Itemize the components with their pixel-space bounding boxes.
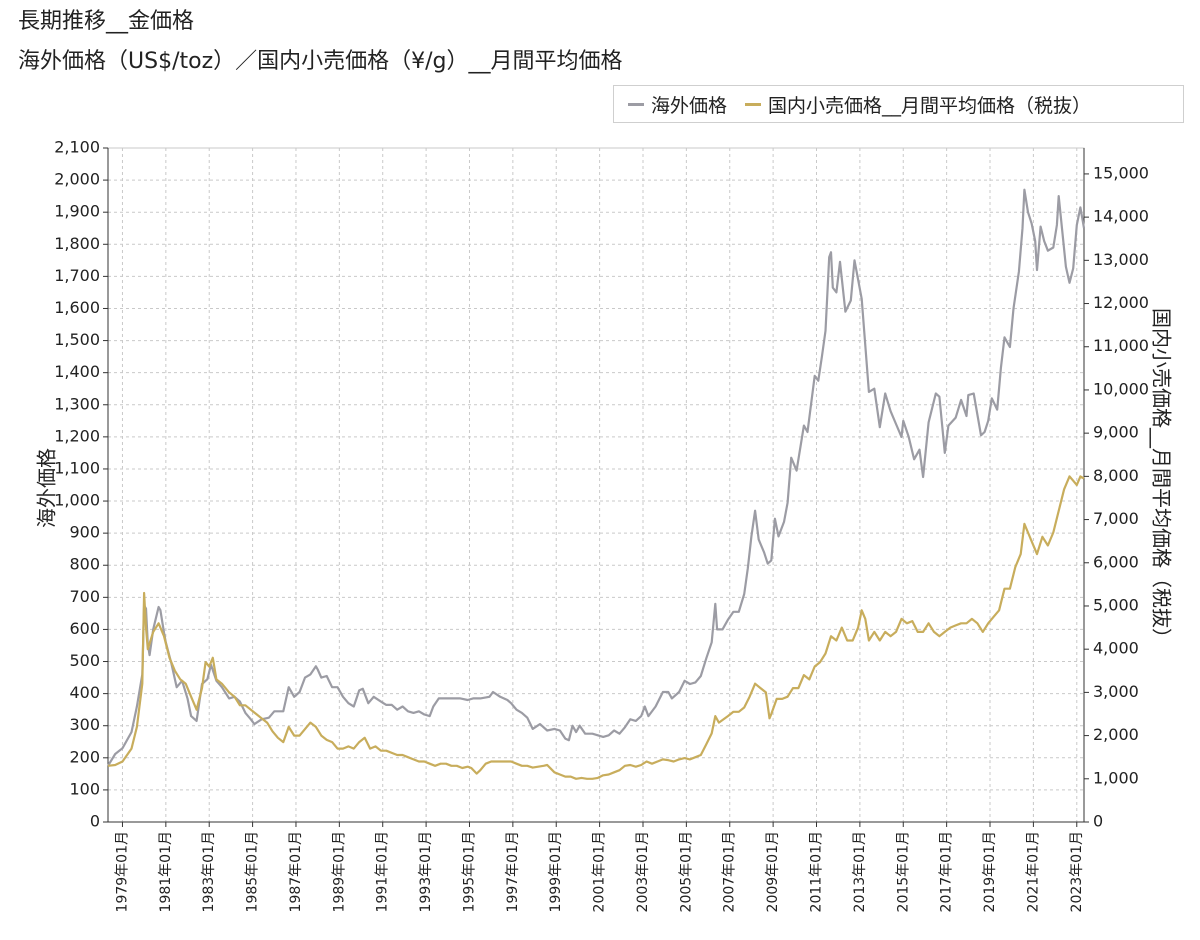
y-left-tick-label: 400 (69, 683, 100, 702)
legend-item-domestic[interactable]: 国内小売価格__月間平均価格（税抜） (745, 91, 1091, 118)
y-left-tick-label: 1,200 (54, 426, 100, 445)
y-left-tick-label: 200 (69, 747, 100, 766)
x-tick-label: 1983年01月 (201, 831, 217, 912)
y-left-tick-label: 0 (90, 812, 100, 831)
series-lines (107, 188, 1086, 780)
y-right-tick-label: 4,000 (1093, 639, 1139, 658)
y-axis-right: 0 1,000 2,000 3,000 4,000 5,000 6,000 7,000 8,00… (1083, 148, 1149, 831)
y-left-tick-label: 300 (69, 715, 100, 734)
legend-label-overseas: 海外価格 (651, 94, 728, 117)
x-tick-label: 2001年01月 (592, 831, 608, 912)
x-tick-label: 2003年01月 (635, 831, 651, 912)
legend-swatch-domestic (745, 102, 762, 106)
y-left-tick-label: 1,000 (54, 491, 100, 510)
x-tick-label: 2005年01月 (678, 831, 694, 912)
y-left-tick-label: 1,700 (54, 266, 100, 285)
y-left-tick-label: 100 (69, 779, 100, 798)
x-tick-label: 2017年01月 (939, 831, 955, 912)
x-tick-label: 1995年01月 (461, 831, 477, 912)
y-left-tick-label: 800 (69, 555, 100, 574)
legend-label-domestic: 国内小売価格__月間平均価格（税抜） (768, 94, 1092, 117)
x-tick-label: 1993年01月 (418, 831, 434, 912)
x-tick-label: 1999年01月 (548, 831, 564, 912)
y-left-tick-label: 2,000 (54, 170, 100, 189)
x-tick-label: 1991年01月 (375, 831, 391, 912)
y-right-tick-label: 8,000 (1093, 466, 1139, 485)
y-right-tick-label: 12,000 (1093, 293, 1149, 312)
y-right-tick-label: 14,000 (1093, 207, 1149, 226)
y-left-tick-label: 1,500 (54, 330, 100, 349)
y-right-tick-label: 10,000 (1093, 379, 1149, 398)
y-right-tick-label: 9,000 (1093, 423, 1139, 442)
y-axis-left: 0 100 200 300 400 500 600 700 800 900 1,000 1,100 1,… (54, 138, 109, 831)
x-tick-label: 1987年01月 (288, 831, 304, 912)
y-left-tick-label: 700 (69, 587, 100, 606)
x-tick-label: 1981年01月 (158, 831, 174, 912)
y-left-tick-label: 1,400 (54, 362, 100, 381)
y-right-tick-label: 5,000 (1093, 595, 1139, 614)
y-right-tick-label: 6,000 (1093, 552, 1139, 571)
y-right-tick-label: 3,000 (1093, 682, 1139, 701)
y-right-tick-label: 11,000 (1093, 336, 1149, 355)
y-right-tick-label: 13,000 (1093, 250, 1149, 269)
x-tick-label: 2009年01月 (765, 831, 781, 912)
y-left-tick-label: 1,600 (54, 298, 100, 317)
x-tick-label: 2023年01月 (1069, 831, 1085, 912)
y-left-tick-label: 1,100 (54, 458, 100, 477)
y-left-tick-label: 500 (69, 651, 100, 670)
chart-legend: 海外価格 国内小売価格__月間平均価格（税抜） (613, 85, 1184, 123)
x-tick-label: 2015年01月 (895, 831, 911, 912)
x-tick-label: 1997年01月 (505, 831, 521, 912)
series-line-overseas (107, 188, 1086, 767)
x-tick-label: 2019年01月 (982, 831, 998, 912)
x-tick-label: 1989年01月 (331, 831, 347, 912)
chart-title: 長期推移__金価格 (18, 9, 195, 34)
series-line-domestic (107, 475, 1085, 780)
y-left-tick-label: 600 (69, 619, 100, 638)
y-left-tick-label: 2,100 (54, 138, 100, 157)
y-left-tick-label: 1,900 (54, 202, 100, 221)
y-right-tick-label: 0 (1093, 812, 1103, 831)
y-right-tick-label: 15,000 (1093, 163, 1149, 182)
y-left-tick-label: 900 (69, 523, 100, 542)
grid-lines (107, 147, 1085, 823)
plot-frame (107, 147, 1085, 823)
x-tick-label: 2021年01月 (1025, 831, 1041, 912)
legend-item-overseas[interactable]: 海外価格 (628, 91, 727, 118)
x-tick-label: 2013年01月 (852, 831, 868, 912)
y-right-tick-label: 1,000 (1093, 768, 1139, 787)
y-left-tick-label: 1,300 (54, 394, 100, 413)
x-tick-label: 1979年01月 (114, 831, 130, 912)
y-axis-left-title: 海外価格 (35, 448, 59, 528)
x-tick-label: 2007年01月 (722, 831, 738, 912)
chart-subtitle: 海外価格（US$/toz）／国内小売価格（¥/g）__月間平均価格 (18, 49, 623, 74)
y-right-tick-label: 2,000 (1093, 725, 1139, 744)
legend-swatch-overseas (628, 102, 644, 106)
y-axis-right-title: 国内小売価格__月間平均価格（税抜） (1150, 308, 1174, 648)
x-axis: 1979年01月 1981年01月 1983年01月 1985年01月 1987年01月… (108, 821, 1085, 912)
y-right-tick-label: 7,000 (1093, 509, 1139, 528)
x-tick-label: 1985年01月 (245, 831, 261, 912)
y-left-tick-label: 1,800 (54, 234, 100, 253)
x-tick-label: 2011年01月 (809, 831, 825, 912)
